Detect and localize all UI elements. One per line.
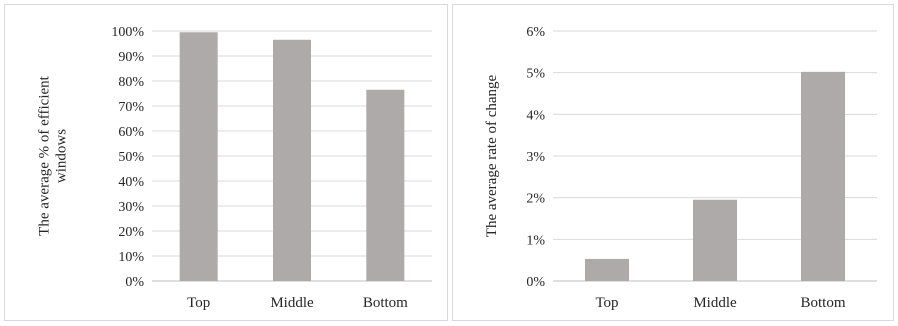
- y-axis-label: The average % of efficient windows: [37, 75, 70, 235]
- y-tick-label: 70%: [118, 100, 144, 115]
- x-category-label: Middle: [270, 295, 314, 311]
- y-axis-label: The average rate of change: [484, 74, 500, 237]
- bar-top: [585, 258, 629, 281]
- y-tick-label: 30%: [118, 200, 144, 215]
- y-tick-label: 5%: [526, 67, 545, 82]
- y-tick-label: 2%: [526, 192, 545, 207]
- y-tick-label: 1%: [526, 233, 545, 248]
- bar-top: [179, 32, 218, 281]
- y-axis-label-line: The average % of efficient: [37, 75, 53, 235]
- y-tick-label: 60%: [118, 125, 144, 140]
- y-tick-label: 90%: [118, 50, 144, 65]
- chart-panel-rate-of-change: 0% 1% 2% 3% 4% 5% 6% Top Middle Bottom The average…: [452, 4, 894, 321]
- y-tick-label: 3%: [526, 150, 545, 165]
- chart-panel-efficient-windows: 0% 10% 20% 30% 40% 50% 60% 70% 80% 90% 100% Top Midd…: [4, 4, 448, 321]
- y-axis-label-line: The average rate of change: [484, 74, 500, 237]
- y-tick-label: 10%: [118, 250, 144, 265]
- x-category-label: Bottom: [800, 295, 845, 311]
- bar-chart-efficient-windows: 0% 10% 20% 30% 40% 50% 60% 70% 80% 90% 100% Top Midd…: [37, 25, 432, 311]
- y-tick-label: 50%: [118, 150, 144, 165]
- y-tick-label: 80%: [118, 75, 144, 90]
- y-tick-label: 0%: [526, 275, 545, 290]
- y-tick-label: 6%: [526, 25, 545, 40]
- bar-bottom: [801, 71, 845, 281]
- y-tick-label: 40%: [118, 175, 144, 190]
- bar-middle: [693, 199, 737, 281]
- y-axis-label-line: windows: [54, 129, 70, 183]
- x-category-label: Top: [595, 295, 618, 311]
- y-tick-label: 4%: [526, 108, 545, 123]
- x-category-label: Middle: [693, 295, 737, 311]
- bar-bottom: [366, 89, 405, 281]
- x-category-label: Top: [187, 295, 210, 311]
- x-category-label: Bottom: [363, 295, 408, 311]
- y-tick-label: 0%: [125, 275, 144, 290]
- bar-chart-rate-of-change: 0% 1% 2% 3% 4% 5% 6% Top Middle Bottom The average…: [484, 25, 877, 311]
- y-tick-label: 20%: [118, 225, 144, 240]
- y-tick-label: 100%: [111, 25, 144, 40]
- bar-middle: [273, 39, 311, 281]
